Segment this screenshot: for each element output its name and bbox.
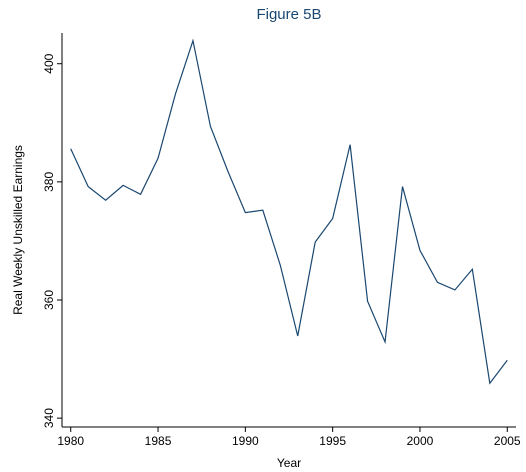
- y-axis-label: Real Weekly Unskilled Earnings: [11, 145, 25, 315]
- y-tick-label: 380: [42, 172, 56, 192]
- x-tick-label: 1980: [57, 434, 84, 448]
- x-tick-label: 2000: [407, 434, 434, 448]
- x-tick-label: 1985: [145, 434, 172, 448]
- x-tick-label: 1990: [232, 434, 259, 448]
- x-axis-label: Year: [277, 456, 301, 470]
- x-tick-label: 1995: [319, 434, 346, 448]
- x-tick-label: 2005: [494, 434, 521, 448]
- chart-title: Figure 5B: [256, 6, 321, 23]
- y-tick-label: 360: [42, 290, 56, 310]
- y-tick-label: 400: [42, 53, 56, 73]
- y-tick-label: 340: [42, 408, 56, 428]
- data-line: [70, 38, 508, 385]
